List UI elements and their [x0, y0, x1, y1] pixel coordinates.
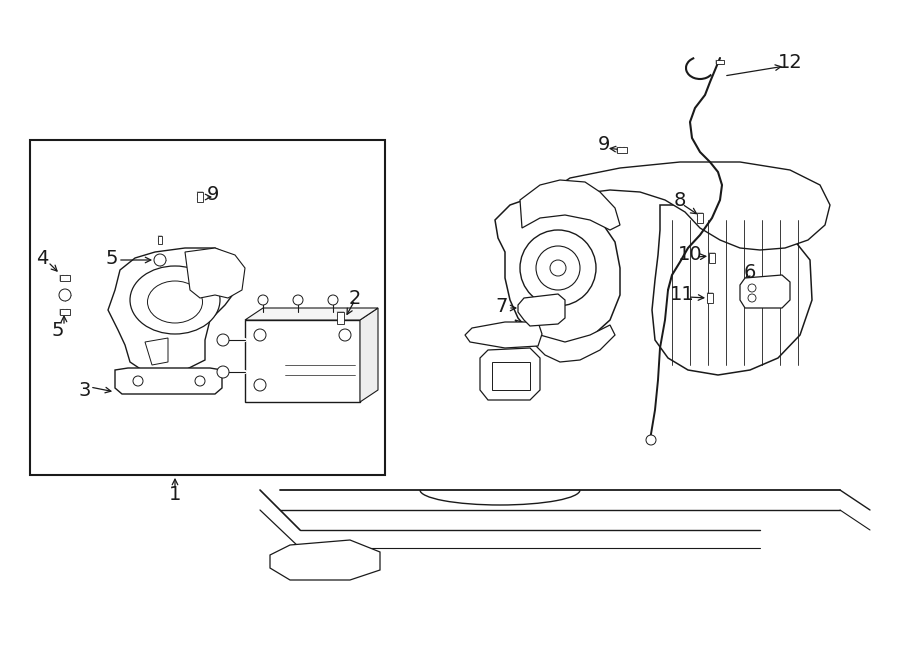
- Polygon shape: [520, 180, 620, 230]
- Bar: [59, 309, 70, 315]
- Circle shape: [217, 334, 229, 346]
- Polygon shape: [540, 162, 830, 250]
- Polygon shape: [360, 308, 378, 402]
- Circle shape: [536, 246, 580, 290]
- Polygon shape: [145, 338, 168, 365]
- Ellipse shape: [148, 281, 202, 323]
- Polygon shape: [518, 294, 565, 326]
- Bar: [337, 312, 344, 324]
- Polygon shape: [740, 275, 790, 308]
- Circle shape: [520, 230, 596, 306]
- Circle shape: [154, 254, 166, 266]
- Bar: [158, 236, 163, 244]
- Polygon shape: [245, 308, 378, 320]
- Text: 5: 5: [106, 249, 118, 268]
- Bar: [616, 147, 627, 153]
- Bar: [706, 293, 713, 303]
- Text: 9: 9: [598, 136, 610, 155]
- Circle shape: [748, 284, 756, 292]
- Text: 12: 12: [778, 52, 803, 71]
- Bar: [492, 362, 530, 390]
- Circle shape: [258, 295, 268, 305]
- Text: 7: 7: [496, 297, 508, 315]
- Text: 3: 3: [79, 381, 91, 399]
- Circle shape: [748, 294, 756, 302]
- Bar: [30, 140, 385, 475]
- Circle shape: [328, 295, 338, 305]
- Circle shape: [133, 376, 143, 386]
- Polygon shape: [108, 248, 240, 375]
- Polygon shape: [652, 205, 812, 375]
- Bar: [716, 59, 724, 65]
- Text: 4: 4: [36, 249, 49, 268]
- Ellipse shape: [130, 266, 220, 334]
- Text: 2: 2: [349, 288, 361, 307]
- Text: 5: 5: [52, 321, 64, 340]
- Circle shape: [646, 435, 656, 445]
- Text: 11: 11: [670, 286, 695, 305]
- Text: 9: 9: [207, 186, 220, 204]
- Circle shape: [254, 329, 266, 341]
- Circle shape: [339, 329, 351, 341]
- Bar: [697, 213, 703, 223]
- Polygon shape: [270, 540, 380, 580]
- Circle shape: [254, 379, 266, 391]
- Bar: [709, 253, 716, 263]
- Text: 6: 6: [743, 262, 756, 282]
- Text: 1: 1: [169, 485, 181, 504]
- Text: 8: 8: [674, 190, 686, 210]
- Polygon shape: [515, 320, 615, 362]
- Circle shape: [293, 295, 303, 305]
- Bar: [245, 320, 360, 402]
- Polygon shape: [495, 198, 620, 345]
- Text: 10: 10: [678, 245, 702, 264]
- Polygon shape: [115, 368, 222, 394]
- Polygon shape: [185, 248, 245, 298]
- Circle shape: [195, 376, 205, 386]
- Bar: [197, 192, 203, 202]
- Circle shape: [217, 366, 229, 378]
- Polygon shape: [465, 322, 542, 348]
- Circle shape: [59, 289, 71, 301]
- Circle shape: [550, 260, 566, 276]
- Bar: [59, 275, 70, 281]
- Polygon shape: [480, 348, 540, 400]
